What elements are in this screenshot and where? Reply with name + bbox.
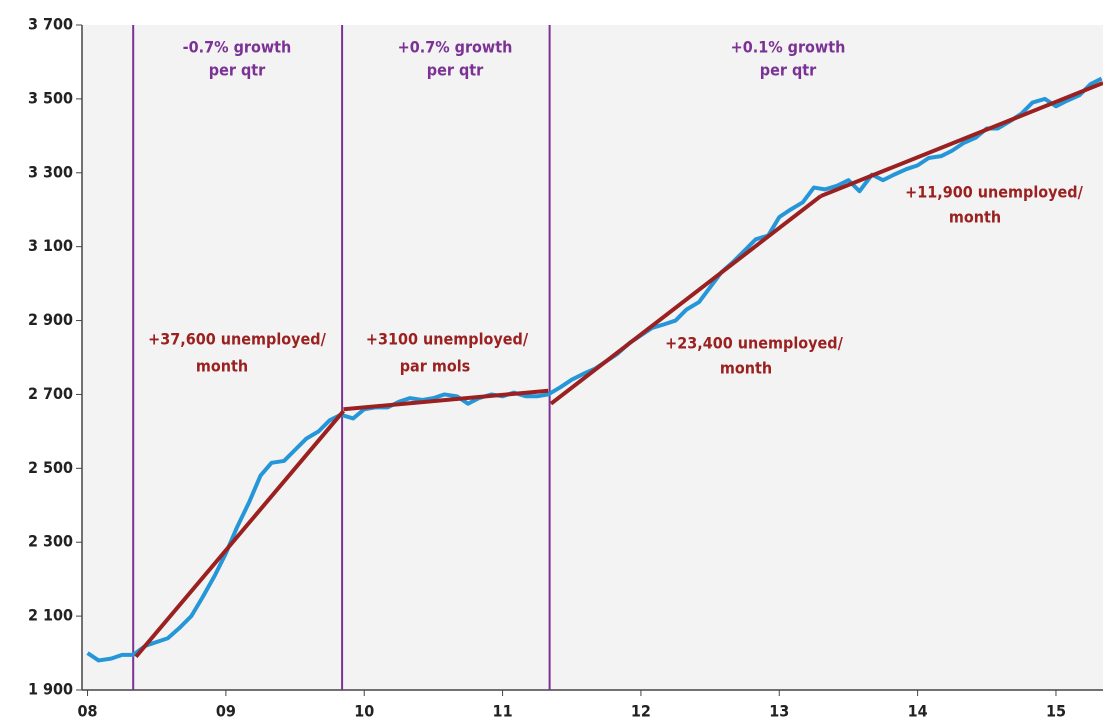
growth-annotation: per qtr <box>209 61 266 80</box>
x-tick-label: 15 <box>1046 702 1066 721</box>
growth-annotation: -0.7% growth <box>183 38 292 57</box>
growth-annotation: +0.7% growth <box>398 38 513 57</box>
growth-annotation: per qtr <box>760 61 817 80</box>
x-tick-label: 09 <box>216 702 236 721</box>
trend-annotation: +3100 unemployed/ <box>366 330 529 349</box>
trend-line <box>343 388 549 412</box>
growth-annotation: per qtr <box>427 61 484 80</box>
growth-annotation: +0.1% growth <box>731 38 846 57</box>
x-tick-label: 12 <box>631 702 651 721</box>
trend-annotation: +11,900 unemployed/ <box>905 183 1083 202</box>
y-tick-label: 1 900 <box>28 680 73 699</box>
trend-line <box>134 409 346 659</box>
trend-annotation: +23,400 unemployed/ <box>665 334 843 353</box>
y-tick-label: 2 900 <box>28 310 73 329</box>
y-tick-label: 2 300 <box>28 532 73 551</box>
x-tick-label: 10 <box>354 702 374 721</box>
trend-annotation: month <box>949 208 1001 227</box>
y-tick-label: 2 700 <box>28 384 73 403</box>
y-tick-label: 2 100 <box>28 606 73 625</box>
y-tick-label: 3 500 <box>28 88 73 107</box>
trend-line <box>549 194 822 406</box>
trend-annotation: month <box>720 359 772 378</box>
y-tick-label: 3 700 <box>28 15 73 34</box>
plot-background <box>82 25 1103 690</box>
x-tick-label: 13 <box>769 702 789 721</box>
trend-annotation: +37,600 unemployed/ <box>148 330 326 349</box>
y-tick-label: 3 300 <box>28 162 73 181</box>
x-tick-label: 11 <box>493 702 513 721</box>
y-tick-label: 2 500 <box>28 458 73 477</box>
x-tick-label: 14 <box>908 702 928 721</box>
x-tick-label: 08 <box>78 702 98 721</box>
trend-annotation: par mols <box>400 357 471 376</box>
trend-line <box>820 81 1103 198</box>
trend-annotation: month <box>196 357 248 376</box>
y-tick-label: 3 100 <box>28 236 73 255</box>
